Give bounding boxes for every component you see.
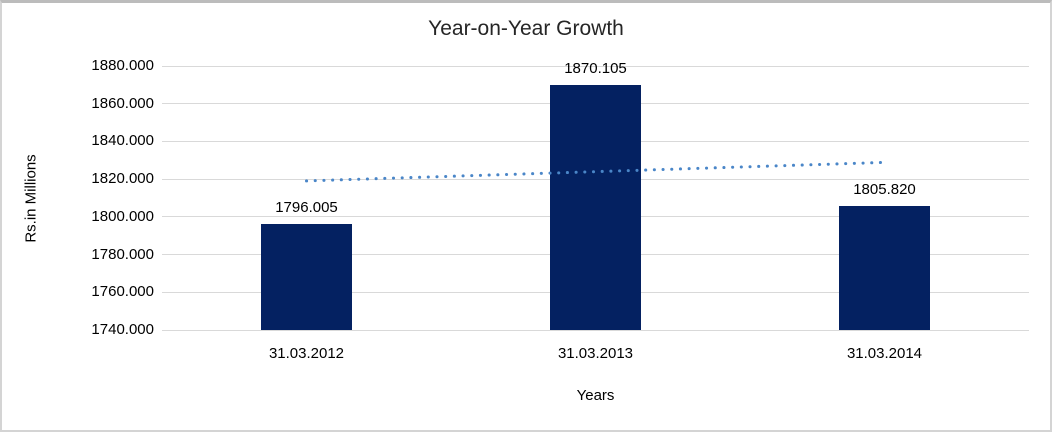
plot-area: 1796.005 1870.105 1805.820 xyxy=(162,60,1029,331)
bar-value-label: 1805.820 xyxy=(853,180,916,198)
y-axis-tick-label: 1780.000 xyxy=(91,245,154,263)
x-axis-tick-label: 31.03.2014 xyxy=(846,345,923,362)
y-axis-tick-label: 1760.000 xyxy=(91,283,154,301)
chart-title: Year-on-Year Growth xyxy=(428,17,624,40)
gridline xyxy=(162,329,1029,331)
trendline xyxy=(305,160,886,183)
y-axis-tick-label: 1800.000 xyxy=(91,207,154,225)
bar xyxy=(839,205,930,330)
y-axis-tick-label: 1820.000 xyxy=(91,170,154,188)
bar-value-label: 1870.105 xyxy=(564,59,627,77)
bar-value-label: 1796.005 xyxy=(275,199,338,217)
y-axis-tick-label: 1860.000 xyxy=(91,94,154,112)
bar xyxy=(550,84,641,330)
y-axis-tick-label: 1840.000 xyxy=(91,132,154,150)
gridline xyxy=(162,65,1029,67)
y-axis-title-text: Rs.in Millions xyxy=(22,153,40,243)
y-axis-tick-label: 1880.000 xyxy=(91,57,154,74)
x-axis-tick-label: 31.03.2013 xyxy=(557,345,634,362)
y-axis-tick-label: 1740.000 xyxy=(91,321,154,338)
bar xyxy=(261,224,352,330)
x-axis-tick-label: 31.03.2012 xyxy=(268,345,345,362)
x-axis-title: Years xyxy=(576,387,615,404)
